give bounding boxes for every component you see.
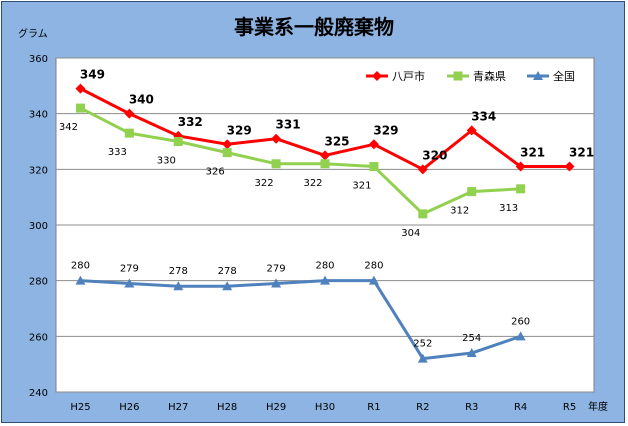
data-point-2 (75, 275, 86, 285)
y-tick-label: 260 (29, 332, 48, 343)
data-point-0 (417, 164, 428, 175)
data-label-1: 322 (255, 178, 274, 189)
y-axis-unit: グラム (18, 27, 48, 40)
data-label-0: 320 (422, 148, 447, 162)
data-label-0: 321 (569, 146, 594, 160)
data-point-2 (515, 331, 526, 341)
data-label-1: 326 (206, 167, 225, 178)
data-label-1: 333 (108, 147, 127, 158)
data-label-0: 321 (520, 146, 545, 160)
data-point-1 (75, 103, 85, 113)
data-point-2 (368, 275, 379, 285)
legend-label-2: 全国 (553, 69, 575, 83)
data-label-1: 312 (450, 206, 469, 217)
data-label-2: 280 (71, 261, 90, 272)
data-point-0 (564, 161, 575, 172)
data-point-0 (320, 150, 330, 161)
x-tick-label: H27 (168, 402, 188, 413)
data-point-2 (271, 278, 282, 288)
data-label-0: 325 (324, 134, 349, 148)
data-point-0 (271, 133, 282, 144)
data-point-1 (173, 137, 183, 146)
y-tick-label: 340 (29, 110, 48, 121)
data-label-2: 280 (315, 261, 334, 272)
data-point-0 (368, 139, 379, 150)
legend-marker-1 (453, 71, 463, 81)
data-point-0 (515, 161, 526, 172)
y-tick-label: 320 (29, 165, 48, 176)
legend-label-0: 八戸市 (392, 69, 425, 83)
data-label-0: 349 (80, 68, 105, 82)
data-label-0: 329 (373, 123, 398, 137)
data-point-1 (369, 162, 379, 172)
data-point-0 (75, 83, 86, 94)
data-point-1 (222, 148, 232, 158)
data-point-0 (466, 125, 477, 136)
data-label-1: 321 (352, 181, 371, 192)
data-label-2: 278 (169, 266, 188, 277)
data-label-2: 278 (218, 266, 237, 277)
data-point-2 (222, 281, 233, 291)
y-tick-label: 280 (29, 277, 48, 288)
data-label-2: 252 (413, 339, 432, 350)
data-point-1 (320, 159, 330, 169)
y-tick-label: 240 (29, 388, 48, 399)
legend-label-1: 青森県 (473, 69, 506, 83)
data-point-1 (271, 159, 281, 169)
data-point-0 (124, 108, 135, 119)
x-tick-label: R1 (367, 402, 380, 413)
chart-title: 事業系一般廃棄物 (234, 15, 394, 39)
data-point-2 (173, 281, 184, 291)
data-label-1: 322 (303, 178, 322, 189)
data-label-2: 254 (462, 333, 481, 344)
x-tick-label: H26 (119, 402, 139, 413)
data-label-2: 279 (267, 263, 286, 274)
legend-marker-0 (372, 71, 382, 81)
x-tick-label: R3 (465, 402, 478, 413)
data-label-0: 334 (471, 109, 496, 123)
data-label-0: 331 (276, 118, 301, 132)
legend-marker-2 (533, 71, 543, 80)
data-label-2: 279 (120, 263, 139, 274)
x-tick-label: R2 (416, 402, 429, 413)
data-point-2 (320, 275, 330, 285)
data-label-0: 340 (129, 93, 154, 107)
data-label-0: 332 (178, 115, 203, 129)
data-label-0: 329 (227, 123, 252, 137)
data-label-1: 342 (59, 122, 78, 133)
data-point-2 (417, 353, 428, 363)
series-line-2 (80, 279, 522, 361)
series-line-1 (79, 106, 521, 216)
data-point-0 (222, 139, 233, 150)
x-tick-label: R5 (563, 402, 576, 413)
data-point-2 (124, 278, 135, 288)
data-point-1 (467, 187, 477, 197)
x-tick-label: R4 (514, 402, 527, 413)
data-point-1 (516, 184, 526, 194)
data-label-1: 313 (499, 203, 518, 214)
data-label-1: 304 (401, 228, 420, 239)
y-tick-label: 300 (29, 221, 48, 232)
y-tick-label: 360 (29, 54, 48, 65)
data-label-2: 260 (511, 316, 530, 327)
data-label-2: 280 (364, 261, 383, 272)
data-point-1 (124, 128, 134, 138)
data-point-1 (418, 209, 428, 219)
x-tick-label: H30 (315, 402, 335, 413)
data-point-2 (466, 348, 477, 358)
x-axis-unit: 年度 (588, 400, 608, 413)
x-tick-label: H28 (217, 402, 237, 413)
data-label-1: 330 (157, 156, 176, 167)
x-tick-label: H25 (70, 402, 90, 413)
x-tick-label: H29 (266, 402, 286, 413)
